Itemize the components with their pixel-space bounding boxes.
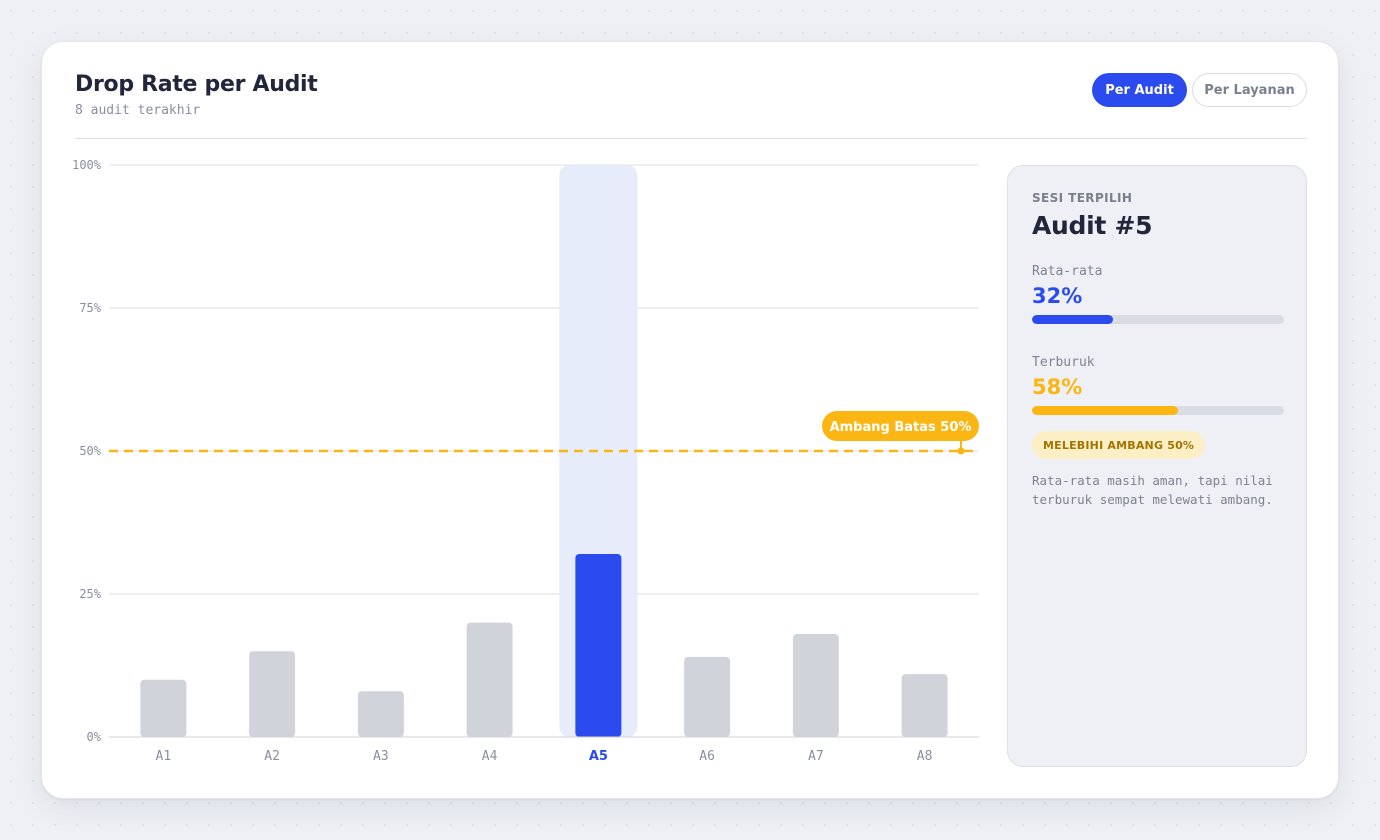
per-layanan-toggle[interactable]: Per Layanan: [1192, 73, 1307, 107]
y-tick-label: 25%: [79, 587, 101, 601]
x-tick-label: A2: [264, 749, 280, 764]
panel-note: Rata-rata masih aman, tapi nilai terburu…: [1032, 473, 1273, 507]
threshold-label: Ambang Batas 50%: [830, 420, 972, 435]
selected-session-panel: SESI TERPILIH Audit #5 Rata-rata 32% Ter…: [1007, 165, 1307, 767]
page-subtitle: 8 audit terakhir: [75, 103, 201, 118]
bar-chart: 0% 25% 50% 75% 100% A1 A2 A3 A4 A5 A6 A7 A8 Ambang Ba…: [72, 158, 979, 764]
bar-a1: [140, 679, 187, 737]
average-label: Rata-rata: [1032, 264, 1103, 279]
worst-progress-fill: [1032, 406, 1179, 415]
bar-a3: [357, 691, 404, 737]
bar-a2: [249, 651, 296, 737]
panel-title: Audit #5: [1032, 211, 1153, 240]
chart-card: Drop Rate per Audit 8 audit terakhir Per…: [41, 41, 1339, 799]
bar-a5: [575, 553, 622, 737]
worst-value: 58%: [1032, 375, 1083, 399]
per-audit-toggle[interactable]: Per Audit: [1092, 73, 1187, 107]
y-tick-label: 50%: [79, 444, 101, 458]
y-tick-label: 0%: [87, 730, 102, 744]
x-tick-label: A5: [589, 749, 608, 764]
header-divider: [75, 138, 1307, 139]
x-tick-label: A6: [699, 749, 715, 764]
average-progress-track: [1032, 315, 1284, 324]
average-value: 32%: [1032, 284, 1083, 308]
worst-label: Terburuk: [1032, 355, 1095, 370]
threshold-label-pill: [822, 411, 979, 441]
x-tick-label: A1: [156, 749, 172, 764]
x-tick-label: A7: [808, 749, 824, 764]
page-title: Drop Rate per Audit: [75, 72, 318, 97]
x-tick-label: A8: [917, 749, 933, 764]
bar-a4: [466, 622, 513, 737]
y-tick-label: 100%: [72, 158, 102, 172]
worst-progress-track: [1032, 406, 1284, 415]
x-tick-label: A4: [482, 749, 498, 764]
bar-a7: [792, 634, 839, 737]
bar-a8: [901, 674, 948, 737]
x-tick-label: A3: [373, 749, 389, 764]
average-progress-fill: [1032, 315, 1113, 324]
threshold-exceeded-badge: MELEBIHI AMBANG 50%: [1032, 431, 1206, 459]
y-tick-label: 75%: [79, 301, 101, 315]
bar-a6: [684, 656, 731, 737]
panel-kicker: SESI TERPILIH: [1032, 191, 1133, 205]
